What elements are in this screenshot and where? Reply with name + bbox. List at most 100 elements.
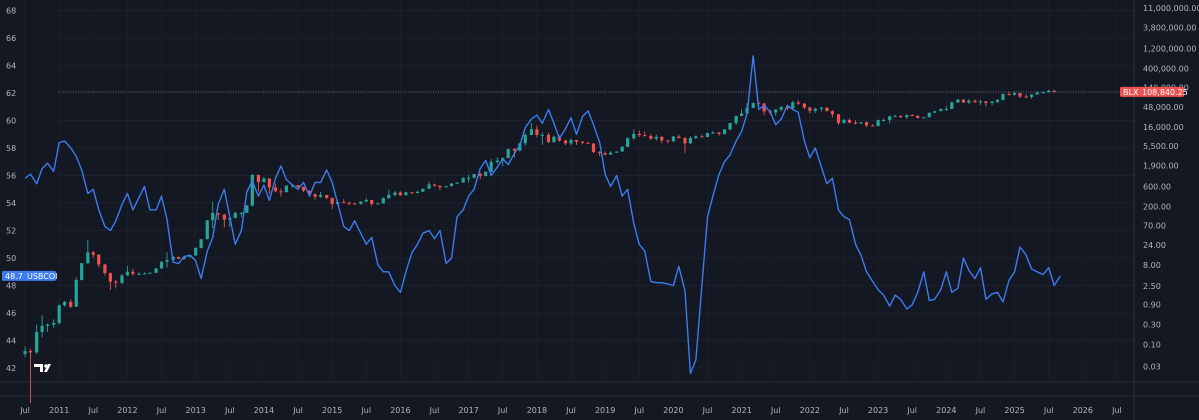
right-tick-label: 200.00: [1143, 202, 1171, 211]
candle-body: [489, 162, 493, 172]
candle-body: [154, 268, 158, 273]
candle-body: [683, 138, 687, 144]
candle-body: [905, 115, 909, 118]
candle-body: [211, 213, 215, 221]
x-tick-label: 2011: [49, 406, 69, 415]
x-tick-label: Jul: [1111, 406, 1122, 415]
right-tick-label: 600.00: [1143, 182, 1171, 191]
candle-body: [125, 271, 130, 276]
x-tick-label: Jul: [156, 406, 167, 415]
candle-body: [1001, 94, 1005, 100]
x-tick-label: 2026: [1073, 406, 1093, 415]
candle-body: [1012, 93, 1017, 95]
candle-body: [910, 115, 914, 117]
x-tick-label: Jul: [360, 406, 371, 415]
candle-body: [103, 264, 107, 274]
x-tick-label: Jul: [429, 406, 440, 415]
x-tick-label: 2020: [663, 406, 683, 415]
candle-body: [86, 252, 90, 264]
left-tick-label: 62: [6, 89, 16, 98]
candle-body: [722, 129, 727, 134]
x-tick-label: Jul: [702, 406, 713, 415]
candle-body: [427, 184, 431, 189]
candle-body: [393, 192, 397, 195]
x-tick-label: 2017: [458, 406, 478, 415]
candle-body: [381, 198, 385, 204]
candle-body: [819, 107, 824, 109]
left-tick-label: 44: [6, 337, 16, 346]
x-tick-label: Jul: [906, 406, 917, 415]
candle-body: [864, 122, 869, 126]
candle-body: [1007, 94, 1011, 96]
candle-body: [91, 252, 95, 255]
candle-body: [256, 174, 261, 183]
candle-body: [705, 133, 710, 137]
candle-body: [581, 141, 585, 143]
x-tick-label: 2023: [868, 406, 888, 415]
right-tick-label: 1,200,000.00: [1143, 44, 1196, 53]
candle-body: [359, 201, 363, 204]
candle-body: [608, 152, 613, 155]
candle-body: [432, 184, 437, 186]
candle-body: [944, 108, 948, 110]
right-tick-label: 24.00: [1143, 241, 1166, 250]
x-tick-label: 2018: [527, 406, 547, 415]
candle-body: [978, 101, 983, 103]
right-tick-label: 0.90: [1143, 301, 1161, 310]
x-axis: Jul 2011 Jul 2012 Jul 2013 Jul 2014 Jul 2015 Jul 20…: [0, 381, 1199, 415]
candle-body: [222, 214, 226, 220]
blx-badge-box: [1120, 86, 1184, 97]
candle-body: [535, 129, 539, 135]
right-tick-label: 70.00: [1143, 222, 1166, 231]
x-tick-label: Jul: [838, 406, 849, 415]
candle-body: [1030, 94, 1034, 97]
candle-body: [142, 273, 147, 275]
candle-body: [398, 192, 402, 196]
candle-body: [677, 136, 681, 139]
usbcoi-badge-name: USBCOI: [27, 272, 58, 281]
candle-body: [808, 107, 812, 111]
candle-body: [774, 109, 778, 113]
candle-body: [796, 102, 800, 104]
candle-body: [267, 178, 271, 188]
candle-body: [35, 332, 39, 353]
right-tick-label: 3,800,000.00: [1143, 23, 1196, 32]
candle-body: [927, 112, 931, 118]
x-tick-label: 2019: [595, 406, 615, 415]
candle-body: [245, 205, 249, 213]
candle-body: [984, 101, 988, 104]
right-tick-label: 2.50: [1143, 282, 1161, 291]
candle-body: [370, 199, 374, 204]
candle-body: [387, 194, 391, 199]
candle-body: [1035, 92, 1039, 95]
candle-body: [881, 120, 886, 122]
candle-body: [853, 122, 858, 124]
candle-body: [871, 125, 875, 127]
candle-body: [825, 107, 829, 112]
left-tick-label: 42: [6, 364, 16, 373]
candle-body: [830, 111, 834, 115]
x-tick-label: 2025: [1004, 406, 1024, 415]
candle-body: [495, 160, 499, 163]
candle-body: [700, 136, 704, 138]
right-tick-label: 0.30: [1143, 321, 1161, 330]
candle-body: [438, 185, 442, 188]
candle-body: [444, 186, 448, 188]
candle-body: [1047, 90, 1051, 93]
tradingview-logo: [34, 364, 51, 372]
candle-body: [847, 119, 852, 123]
candle-body: [120, 275, 124, 283]
candle-body: [308, 190, 312, 195]
candle-body: [177, 256, 181, 259]
candle-body: [569, 139, 573, 144]
x-tick-label: Jul: [633, 406, 644, 415]
candle-body: [546, 134, 551, 143]
blx-badge: BLX 108,840.25: [1120, 86, 1188, 97]
candle-body: [137, 273, 141, 275]
candle-body: [529, 129, 534, 135]
right-tick-label: 11,000,000.00: [1143, 4, 1199, 13]
candle-body: [973, 100, 977, 102]
left-tick-label: 46: [6, 309, 16, 318]
candle-body: [199, 239, 203, 248]
candle-body: [688, 137, 693, 144]
